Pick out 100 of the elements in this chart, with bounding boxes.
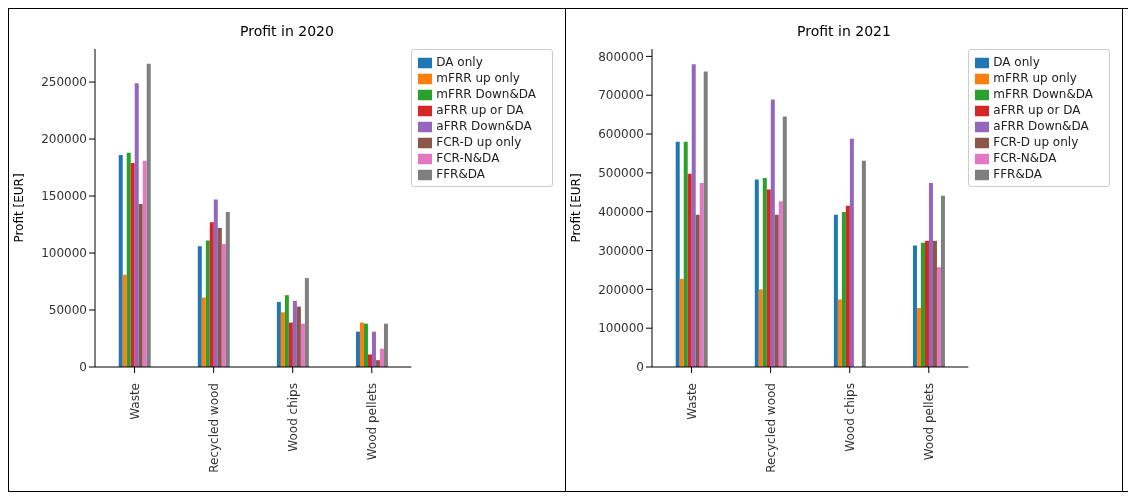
bar [292, 300, 297, 367]
bar [209, 222, 214, 367]
bar [940, 195, 945, 367]
y-tick-label: 0 [79, 360, 87, 375]
bar [841, 212, 846, 367]
bar [122, 274, 127, 367]
bar [300, 323, 305, 367]
bar [379, 348, 384, 367]
y-tick-label: 0 [636, 360, 644, 375]
bar [762, 177, 767, 367]
y-tick-label: 200000 [598, 282, 644, 297]
bar [687, 173, 692, 367]
x-tick-label: Wood chips [285, 383, 300, 452]
x-tick-label: Wood pellets [921, 383, 936, 461]
bar [355, 331, 360, 367]
bar [276, 302, 281, 367]
bar [837, 299, 842, 367]
bar [304, 278, 309, 367]
y-axis-title: Profit [EUR] [12, 173, 27, 243]
x-tick-label: Wood pellets [364, 383, 379, 461]
x-tick-label: Wood chips [842, 383, 857, 452]
bar [861, 160, 866, 367]
bar [849, 138, 854, 367]
chart-title: Profit in 2020 [239, 23, 335, 41]
bar [699, 182, 704, 367]
legend-label: mFRR up only [436, 71, 520, 85]
legend-label: aFRR up or DA [436, 103, 524, 117]
bar [359, 322, 364, 367]
bar [778, 201, 783, 367]
y-tick-label: 150000 [41, 189, 87, 204]
y-tick-label: 400000 [598, 204, 644, 219]
bar [130, 162, 135, 367]
bar [126, 152, 131, 367]
bar [371, 331, 376, 367]
x-tick-label: Waste [684, 383, 699, 420]
bar [213, 199, 218, 367]
bar [683, 141, 688, 367]
legend-label: aFRR Down&DA [436, 119, 532, 133]
bar [363, 323, 368, 367]
bar [296, 306, 301, 367]
bar [782, 116, 787, 367]
y-axis-title: Profit [EUR] [569, 173, 584, 243]
legend-label: aFRR up or DA [993, 103, 1081, 117]
y-tick-label: 600000 [598, 127, 644, 142]
chart-title: Profit in 2021 [796, 23, 892, 41]
legend-label: FCR-N&DA [436, 151, 500, 165]
bar [766, 189, 771, 367]
legend-label: aFRR Down&DA [993, 119, 1089, 133]
bar [201, 297, 206, 367]
bar [367, 354, 372, 367]
legend-label: DA only [436, 55, 483, 69]
bar [205, 240, 210, 367]
x-tick-label: Recycled wood [206, 383, 221, 473]
bar [695, 214, 700, 367]
bar [142, 160, 147, 367]
y-tick-label: 700000 [598, 88, 644, 103]
bar [754, 179, 759, 367]
bar [221, 243, 226, 367]
bar [197, 246, 202, 367]
legend-label: FCR-D up only [993, 135, 1079, 149]
x-tick-label: Recycled wood [763, 383, 778, 473]
bar [284, 295, 289, 367]
y-tick-label: 800000 [598, 49, 644, 64]
bar [691, 64, 696, 367]
legend-label: mFRR up only [993, 71, 1077, 85]
bar [146, 63, 151, 367]
bar [225, 211, 230, 367]
y-tick-label: 100000 [598, 321, 644, 336]
bar [936, 267, 941, 367]
bar [774, 214, 779, 367]
legend-label: FCR-N&DA [993, 151, 1057, 165]
bar [920, 242, 925, 367]
legend-label: FFR&DA [993, 167, 1043, 181]
bar [916, 307, 921, 367]
legend-label: FFR&DA [436, 167, 486, 181]
legend-label: mFRR Down&DA [993, 87, 1093, 101]
bar [932, 240, 937, 367]
bar [928, 182, 933, 367]
bar [383, 323, 388, 367]
bar [912, 245, 917, 367]
bar [118, 155, 123, 367]
y-tick-label: 250000 [41, 75, 87, 90]
bar [758, 289, 763, 367]
y-tick-label: 50000 [48, 303, 87, 318]
bar [280, 312, 285, 367]
y-tick-label: 300000 [598, 243, 644, 258]
y-tick-label: 200000 [41, 132, 87, 147]
bar [217, 227, 222, 367]
bar [924, 240, 929, 367]
bar [833, 214, 838, 367]
legend-label: mFRR Down&DA [436, 87, 536, 101]
bar [138, 204, 143, 367]
y-tick-label: 100000 [41, 246, 87, 261]
y-tick-label: 500000 [598, 166, 644, 181]
bar [703, 71, 708, 367]
bar [770, 99, 775, 367]
legend-label: DA only [993, 55, 1040, 69]
bar [675, 141, 680, 367]
bar [679, 278, 684, 367]
bar [845, 205, 850, 367]
